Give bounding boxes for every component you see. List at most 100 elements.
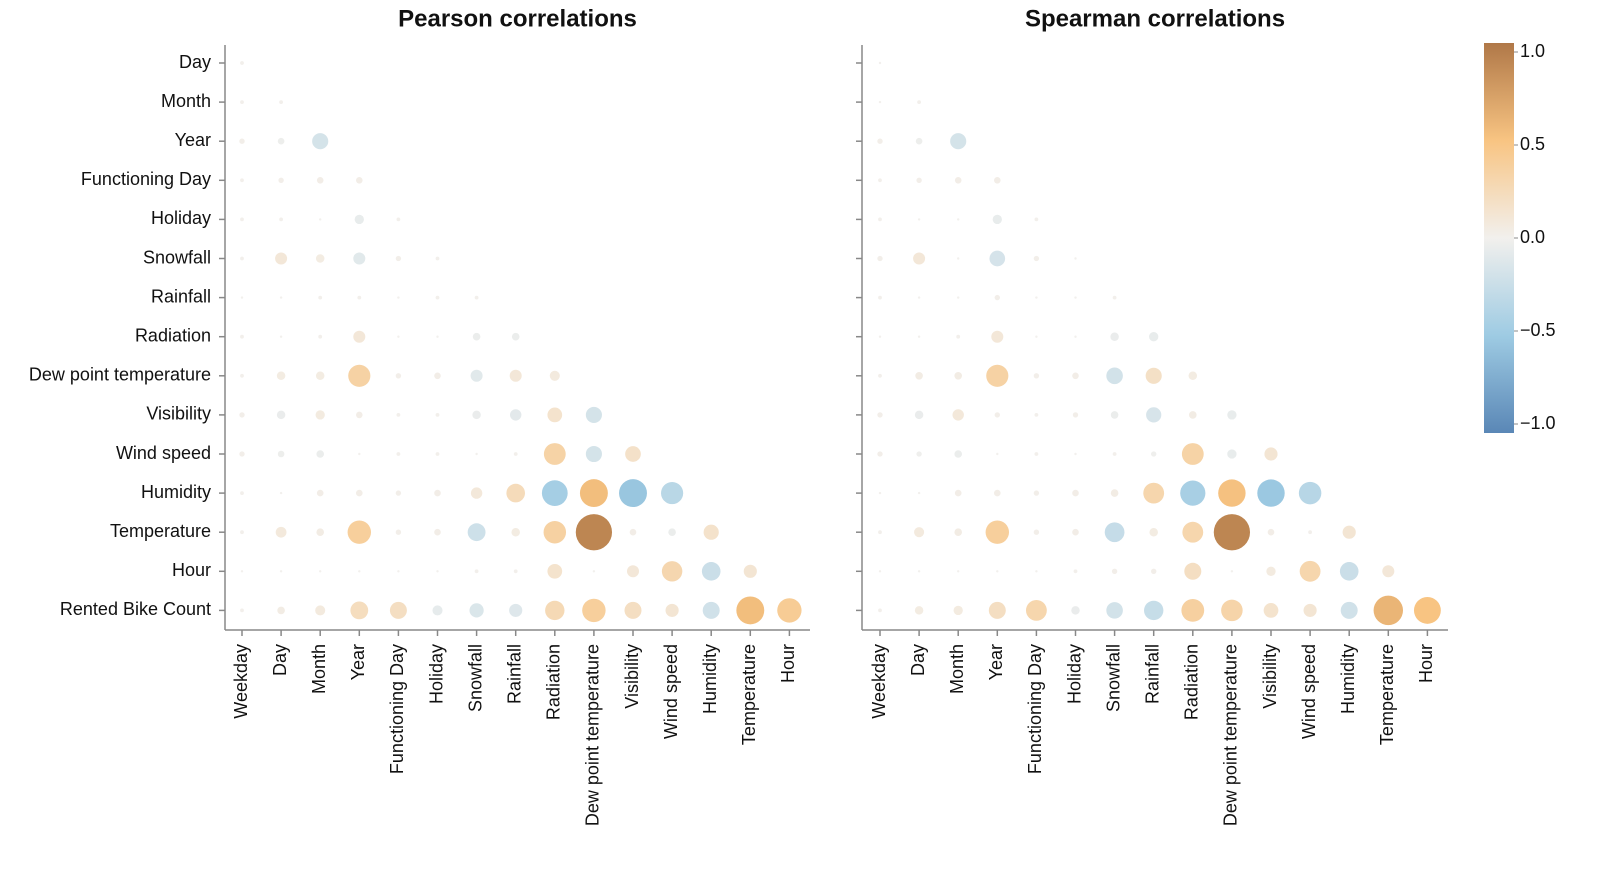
bubble	[668, 528, 676, 536]
bubble	[1221, 599, 1243, 622]
bubble	[395, 490, 402, 496]
x-tick-label: Year	[348, 644, 368, 680]
bubble	[472, 332, 481, 341]
bubble	[470, 369, 483, 382]
bubble	[1218, 479, 1246, 507]
bubble	[1072, 372, 1079, 380]
bubble	[397, 296, 400, 299]
bubble	[736, 596, 765, 625]
bubble	[661, 482, 684, 505]
bubble	[878, 608, 882, 613]
bubble	[239, 412, 245, 418]
bubble	[992, 214, 1002, 225]
bubble	[1267, 528, 1275, 536]
legend-tick-label: 1.0	[1520, 41, 1545, 61]
bubble	[743, 564, 757, 578]
y-tick-label: Hour	[172, 560, 211, 580]
bubble	[277, 137, 285, 145]
bubble	[1110, 489, 1119, 497]
bubble	[1151, 451, 1157, 457]
y-tick-label: Year	[175, 130, 211, 150]
y-tick-label: Dew point temperature	[29, 365, 211, 385]
x-tick-label: Rainfall	[1142, 644, 1162, 704]
bubble	[319, 570, 322, 573]
bubble	[1073, 569, 1078, 574]
x-tick-label: Month	[947, 644, 967, 694]
bubble	[354, 214, 364, 225]
x-tick-label: Dew point temperature	[583, 644, 603, 826]
bubble	[877, 255, 883, 262]
bubble	[701, 561, 721, 581]
bubble	[1074, 296, 1077, 299]
bubble	[240, 61, 244, 65]
bubble	[469, 603, 484, 618]
bubble	[358, 452, 361, 456]
bubble	[240, 334, 244, 339]
bubble	[277, 606, 285, 615]
bubble	[348, 364, 371, 387]
bubble	[397, 570, 400, 573]
y-tick-label: Month	[161, 91, 211, 111]
bubble	[626, 565, 640, 578]
bubble	[395, 529, 402, 535]
bubble	[350, 601, 369, 620]
bubble	[358, 570, 361, 573]
bubble	[1308, 530, 1312, 535]
x-tick-label: Month	[309, 644, 329, 694]
bubble	[1180, 480, 1206, 506]
bubble	[432, 605, 443, 616]
x-tick-label: Wind speed	[661, 644, 681, 739]
bubble	[916, 451, 922, 457]
bubble	[279, 570, 283, 573]
bubble	[315, 410, 325, 420]
bubble	[395, 255, 402, 262]
bubble	[1373, 595, 1404, 626]
x-tick-label: Functioning Day	[387, 644, 407, 774]
bubble	[435, 256, 440, 261]
bubble	[1111, 568, 1118, 574]
bubble	[878, 491, 882, 495]
bubble	[1033, 529, 1040, 535]
bubble	[1035, 296, 1038, 299]
bubble	[511, 332, 520, 341]
bubble	[878, 178, 882, 183]
bubble	[1227, 410, 1237, 420]
bubble	[541, 480, 568, 506]
y-tick-label: Holiday	[151, 208, 211, 228]
x-tick-label: Weekday	[231, 644, 251, 719]
bubble	[950, 133, 967, 150]
bubble	[277, 450, 285, 458]
bubble	[275, 526, 287, 538]
bubble	[434, 528, 441, 536]
bubble	[914, 410, 924, 420]
bubble	[240, 256, 244, 261]
bubble	[878, 100, 882, 104]
bubble	[435, 452, 440, 456]
bubble	[985, 520, 1010, 544]
bubble	[915, 137, 923, 145]
bubble	[543, 520, 567, 544]
bubble	[279, 100, 283, 104]
bubble	[319, 218, 322, 221]
bubble	[582, 598, 606, 623]
x-tick-label: Temperature	[1377, 644, 1397, 745]
bubble	[434, 489, 441, 497]
legend-tick-label: 0.0	[1520, 227, 1545, 247]
bubble	[954, 528, 962, 536]
bubble	[547, 563, 563, 579]
bubble	[1266, 566, 1276, 576]
bubble	[1151, 568, 1157, 574]
bubble	[318, 334, 323, 339]
bubble	[240, 373, 244, 378]
bubble	[592, 570, 596, 573]
x-tick-label: Radiation	[1182, 644, 1202, 720]
x-tick-label: Day	[908, 644, 928, 676]
bubble	[1033, 490, 1040, 496]
bubble	[914, 606, 924, 615]
bubble	[952, 409, 964, 421]
bubble	[629, 528, 637, 536]
bubble	[1149, 527, 1158, 537]
bubble	[665, 603, 679, 617]
bubble	[991, 330, 1004, 343]
bubble	[240, 608, 244, 613]
